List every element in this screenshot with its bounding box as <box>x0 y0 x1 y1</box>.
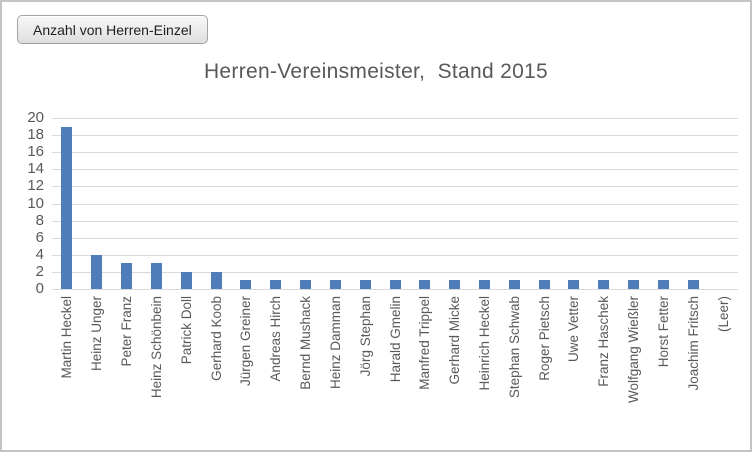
x-axis-label: Bernd Mushack <box>298 296 313 390</box>
bar <box>330 280 341 289</box>
x-axis-label: Andreas Hirch <box>268 296 283 382</box>
bar <box>270 280 281 289</box>
x-axis-label: Peter Franz <box>119 296 134 367</box>
x-axis-label: Martin Heckel <box>59 296 74 379</box>
x-axis-label: Heinrich Heckel <box>477 296 492 391</box>
bar <box>151 263 162 289</box>
x-axis-label: Heinz Damman <box>328 296 343 390</box>
bar <box>360 280 371 289</box>
pivot-field-button[interactable]: Anzahl von Herren-Einzel <box>17 15 208 44</box>
y-axis-tick-label: 16 <box>27 143 44 160</box>
y-axis-tick-label: 20 <box>27 109 44 126</box>
bar <box>181 272 192 289</box>
x-axis-line <box>52 289 738 290</box>
bar <box>479 280 490 289</box>
y-axis-tick-label: 10 <box>27 195 44 212</box>
y-axis-tick-label: 4 <box>35 246 44 263</box>
x-axis-label: Jürgen Greiner <box>238 296 253 387</box>
x-axis-label: Gerhard Micke <box>447 296 462 385</box>
gridline <box>52 169 738 170</box>
bar <box>61 127 72 289</box>
bar <box>539 280 550 289</box>
x-axis-label: Gerhard Koob <box>209 296 224 381</box>
x-axis-label: Heinz Schönbein <box>149 296 164 399</box>
gridline <box>52 272 738 273</box>
x-axis-label: Franz Haschek <box>596 296 611 387</box>
gridline <box>52 221 738 222</box>
x-axis-label: Joachim Fritsch <box>686 296 701 391</box>
x-axis-label: Uwe Vetter <box>566 296 581 363</box>
gridline <box>52 204 738 205</box>
bar <box>688 280 699 289</box>
chart-title: Herren-Vereinsmeister, Stand 2015 <box>203 60 549 83</box>
bar <box>598 280 609 289</box>
y-axis-tick-label: 12 <box>27 177 44 194</box>
gridline <box>52 152 738 153</box>
bar <box>658 280 669 289</box>
y-axis-tick-label: 18 <box>27 126 44 143</box>
bar <box>390 280 401 289</box>
bar <box>240 280 251 289</box>
bar <box>628 280 639 289</box>
bar <box>91 255 102 289</box>
x-axis-label: Patrick Doll <box>179 296 194 365</box>
bar <box>449 280 460 289</box>
gridline <box>52 238 738 239</box>
gridline <box>52 186 738 187</box>
bar <box>419 280 430 289</box>
y-axis-tick-label: 8 <box>35 212 44 229</box>
x-axis-label: Harald Gmelin <box>388 296 403 383</box>
x-axis-label: Stephan Schwab <box>507 296 522 399</box>
y-axis-tick-label: 2 <box>35 263 44 280</box>
gridline <box>52 255 738 256</box>
x-axis-label: Roger Pietsch <box>537 296 552 381</box>
bar <box>121 263 132 289</box>
gridline <box>52 118 738 119</box>
gridline <box>52 135 738 136</box>
bar <box>568 280 579 289</box>
x-axis-label: Manfred Trippel <box>417 296 432 390</box>
y-axis-tick-label: 0 <box>35 280 44 297</box>
y-axis-tick-label: 14 <box>27 160 44 177</box>
x-axis-label: (Leer) <box>716 296 731 333</box>
bar <box>509 280 520 289</box>
bar <box>300 280 311 289</box>
bar <box>211 272 222 289</box>
x-axis-label: Jörg Stephan <box>358 296 373 377</box>
x-axis-label: Wolfgang Wießler <box>626 296 641 404</box>
x-axis-label: Horst Fetter <box>656 296 671 368</box>
y-axis-tick-label: 6 <box>35 229 44 246</box>
x-axis-label: Heinz Unger <box>89 296 104 372</box>
